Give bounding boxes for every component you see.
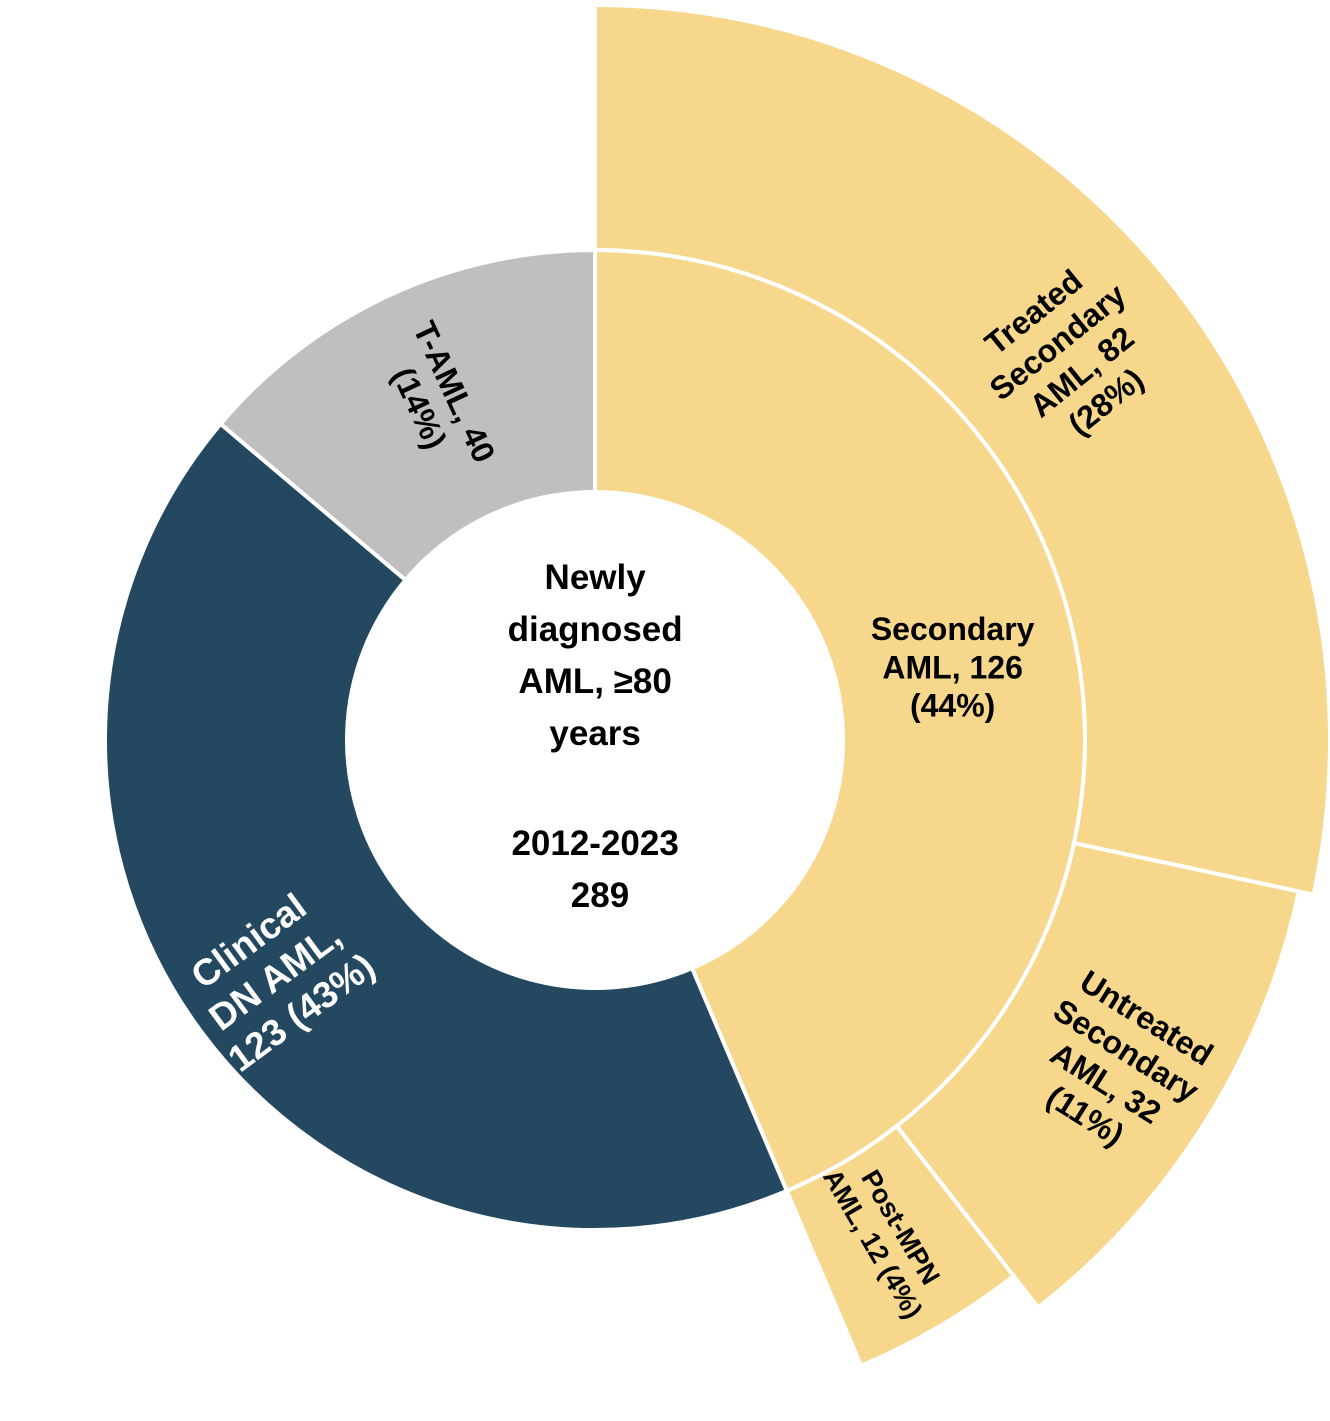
outer-slice-untreated-secondary-aml [893, 840, 1302, 1311]
inner-label-secondary-aml: Secondary AML, 126 (44%) [871, 611, 1035, 724]
outer-slice-treated-secondary-aml [593, 2, 1330, 898]
center-line-3: AML, ≥80 [518, 662, 671, 701]
inner-label-line: Secondary [871, 611, 1035, 647]
center-line-4: years [549, 714, 640, 753]
inner-label-line: (44%) [910, 688, 995, 724]
inner-label-line: AML, 126 [882, 649, 1022, 685]
center-line-1: Newly [545, 558, 647, 597]
center-line-2: diagnosed [508, 610, 683, 649]
center-title: Newly diagnosed AML, ≥80 years 2012-2023… [508, 558, 693, 915]
center-hole [347, 492, 843, 988]
center-line-6: 2012-2023 [511, 824, 678, 863]
outer-ring [593, 2, 1330, 1369]
center-line-7: 289 [571, 876, 629, 915]
outer-slice-post-mpn-aml [784, 1123, 1017, 1369]
inner-ring [103, 247, 1087, 1232]
